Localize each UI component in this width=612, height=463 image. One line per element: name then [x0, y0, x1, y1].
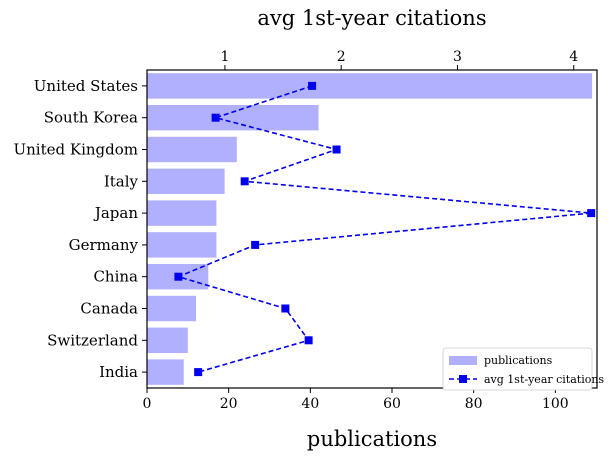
citations-point: [211, 113, 220, 122]
legend-box: [442, 347, 593, 391]
category-label: United Kingdom: [14, 141, 139, 159]
bar: [147, 104, 319, 131]
citations-point: [308, 81, 317, 90]
category-label: Canada: [80, 300, 138, 318]
citations-point: [281, 304, 290, 313]
category-label: Italy: [104, 172, 139, 190]
citations-point: [304, 336, 313, 345]
bar: [147, 73, 593, 99]
legend: publications avg 1st-year citations: [442, 347, 604, 391]
bar: [147, 232, 217, 258]
citations-point: [332, 145, 341, 154]
category-axis: United States South Korea United Kingdom It…: [14, 77, 147, 381]
citations-point: [194, 368, 203, 377]
x-axis-title: publications: [307, 427, 437, 451]
citations-line: [176, 85, 592, 373]
x-tick-label: 60: [383, 396, 401, 412]
category-label: Japan: [93, 204, 139, 222]
bar: [147, 327, 188, 354]
bar: [147, 200, 217, 226]
plot-frame: [146, 69, 598, 389]
category-label: India: [99, 363, 138, 381]
citations-line-layer: [174, 81, 596, 377]
citations-point: [251, 240, 260, 249]
citations-point: [587, 209, 596, 218]
legend-bar-swatch: [449, 356, 477, 365]
top-axis: 1 2 3 4: [220, 49, 578, 70]
category-label: China: [93, 268, 138, 286]
category-label: Switzerland: [47, 331, 138, 349]
top-tick-label: 3: [453, 49, 462, 65]
citations-point: [240, 177, 249, 186]
bar: [147, 168, 225, 195]
top-tick-label: 1: [220, 49, 229, 65]
bar: [147, 136, 237, 163]
legend-bar-label: publications: [484, 354, 553, 367]
x-tick-label: 40: [301, 396, 319, 412]
category-label: United States: [34, 77, 138, 95]
x-tick-label: 20: [220, 396, 238, 412]
bars-layer: [147, 73, 593, 385]
x-tick-label: 100: [542, 396, 569, 412]
x-tick-label: 0: [143, 396, 152, 412]
bar: [147, 359, 184, 385]
category-label: Germany: [69, 236, 139, 254]
bottom-axis: 0 20 40 60 80 100: [143, 388, 569, 412]
legend-line-label: avg 1st-year citations: [484, 373, 604, 386]
top-tick-label: 2: [337, 49, 346, 65]
category-label: South Korea: [44, 109, 138, 127]
legend-line-marker: [459, 375, 467, 383]
bar: [147, 295, 197, 322]
x-tick-label: 80: [465, 396, 483, 412]
citations-point: [174, 272, 183, 281]
top-tick-label: 4: [569, 49, 578, 65]
top-axis-title: avg 1st-year citations: [257, 6, 486, 30]
